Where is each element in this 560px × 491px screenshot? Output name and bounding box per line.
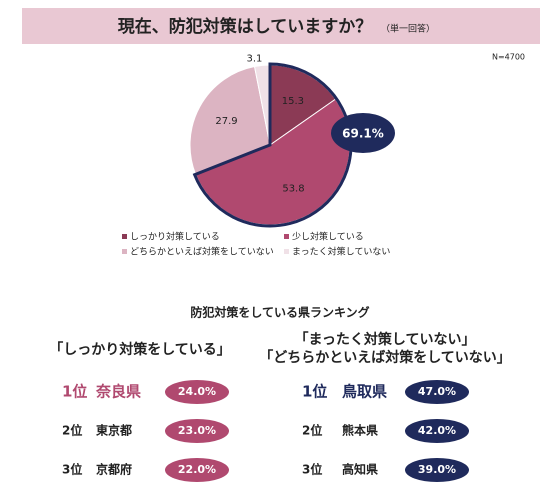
chart-title: 現在、防犯対策はしていますか？ [118, 16, 373, 37]
value-badge [165, 380, 229, 404]
ranking-heading: 「しっかり対策をしている」 [49, 341, 231, 358]
rank: 2位 [62, 423, 82, 438]
value-label: 42.0% [418, 424, 456, 437]
legend-swatch [122, 234, 127, 239]
data-label: 27.9 [215, 116, 237, 127]
header-band [22, 8, 540, 44]
rank: 3位 [62, 462, 82, 477]
chart-subtitle: （単一回答） [381, 23, 435, 35]
pie-slice [189, 65, 271, 175]
prefecture: 鳥取県 [342, 383, 387, 401]
rank: 2位 [302, 423, 322, 438]
data-label: 3.1 [247, 53, 263, 64]
sample-note: N=4700 [492, 53, 525, 62]
value-label: 22.0% [178, 463, 216, 476]
data-label: 15.3 [282, 96, 304, 107]
ranking-heading: 「どちらかといえば対策をしていない」 [259, 349, 511, 366]
callout-label: 69.1% [342, 127, 384, 141]
highlight-outline [192, 62, 353, 228]
value-label: 24.0% [178, 385, 216, 398]
legend-swatch [284, 234, 289, 239]
ranking-heading: 「まったく対策していない」 [294, 331, 475, 348]
value-badge [165, 458, 229, 482]
rank: 1位 [62, 383, 87, 401]
legend-label: どちらかといえば対策をしていない [130, 246, 274, 258]
legend-label: しっかり対策している [130, 231, 220, 243]
rank: 1位 [302, 383, 327, 401]
value-badge [405, 380, 469, 404]
value-badge [405, 458, 469, 482]
ranking-title: 防犯対策をしている県ランキング [190, 305, 369, 320]
value-label: 39.0% [418, 463, 456, 476]
prefecture: 高知県 [342, 462, 378, 477]
callout [331, 113, 395, 153]
value-label: 23.0% [178, 424, 216, 437]
prefecture: 熊本県 [342, 423, 378, 438]
value-badge [165, 419, 229, 443]
legend-swatch [284, 249, 289, 254]
legend-swatch [122, 249, 127, 254]
prefecture: 東京都 [96, 423, 132, 438]
prefecture: 京都府 [96, 462, 132, 477]
legend-label: 少し対策している [292, 231, 364, 243]
rank: 3位 [302, 462, 322, 477]
data-label: 53.8 [282, 184, 304, 195]
legend-label: まったく対策していない [292, 246, 390, 258]
value-badge [405, 419, 469, 443]
value-label: 47.0% [418, 385, 456, 398]
prefecture: 奈良県 [95, 383, 141, 401]
